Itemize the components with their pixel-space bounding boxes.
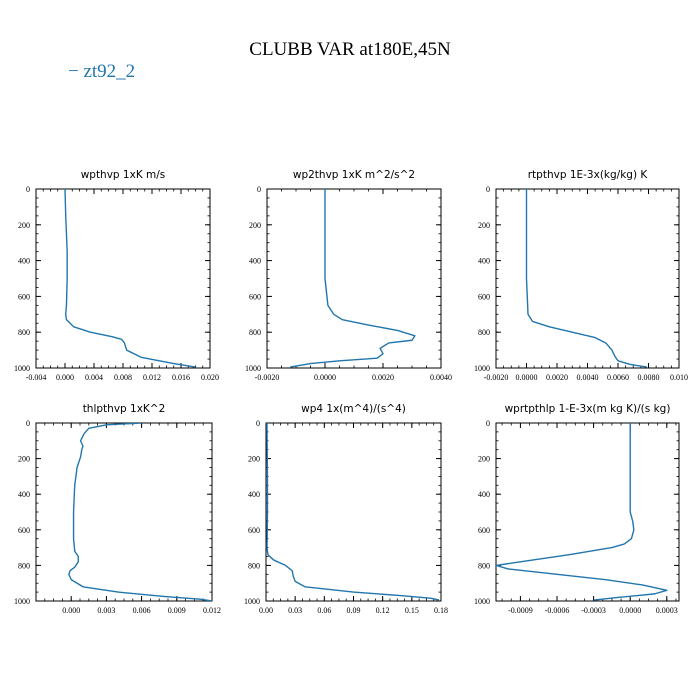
x-tick-label: 0.0000 — [516, 373, 538, 382]
y-tick-label: 400 — [478, 257, 490, 266]
y-tick-label: 600 — [18, 292, 30, 301]
x-tick-label: 0.008 — [114, 373, 132, 382]
panel-3: rtpthvp 1E-3x(kg/kg) K 0 200 400 600 800 1000-… — [474, 169, 688, 382]
panel-2: wp2thvp 1xK m^2/s^2 0 200 400 600 800 1000-0.0… — [245, 169, 452, 382]
panel-title: wp4 1x(m^4)/(s^4) — [301, 403, 406, 415]
x-tick-label: 0.03 — [288, 606, 302, 615]
y-tick-label: 200 — [18, 455, 30, 464]
y-tick-label: 0 — [26, 185, 30, 194]
y-tick-label: 400 — [18, 490, 30, 499]
y-tick-label: 400 — [248, 490, 260, 499]
x-tick-label: 0.12 — [376, 606, 390, 615]
x-tick-label: 0.18 — [434, 606, 448, 615]
series-line-zt92_2 — [525, 189, 648, 368]
series-line-zt92_2 — [290, 189, 416, 368]
x-tick-label: 0.06 — [317, 606, 331, 615]
panel-6: wprtpthlp 1-E-3x(m kg K)/(s kg) 0 200 400 60… — [474, 403, 680, 615]
y-tick-label: 800 — [18, 328, 30, 337]
x-tick-label: 0.0080 — [638, 373, 660, 382]
x-tick-label: 0.0040 — [577, 373, 599, 382]
y-tick-label: 400 — [249, 257, 261, 266]
y-tick-label: 800 — [478, 561, 490, 570]
legend-entry-label: − zt92_2 — [68, 61, 135, 82]
x-tick-label: 0.000 — [56, 373, 74, 382]
y-tick-label: 0 — [26, 419, 30, 428]
panel-title: rtpthvp 1E-3x(kg/kg) K — [528, 169, 649, 181]
panel-title: wprtpthlp 1-E-3x(m kg K)/(s kg) — [505, 403, 671, 415]
x-tick-label: -0.0006 — [545, 606, 570, 615]
x-tick-label: 0.0020 — [372, 373, 394, 382]
y-tick-label: 800 — [248, 561, 260, 570]
x-tick-label: 0.0060 — [607, 373, 629, 382]
y-tick-label: 200 — [18, 221, 30, 230]
y-tick-label: 1000 — [14, 597, 30, 606]
plot-frame — [266, 188, 442, 369]
y-tick-label: 200 — [478, 455, 490, 464]
x-tick-label: 0.0003 — [656, 606, 678, 615]
y-tick-label: 600 — [249, 292, 261, 301]
y-tick-label: 400 — [18, 257, 30, 266]
series-line-zt92_2 — [68, 423, 212, 601]
x-tick-label: 0.020 — [201, 373, 219, 382]
panel-title: wp2thvp 1xK m^2/s^2 — [293, 169, 415, 181]
series-line-zt92_2 — [64, 189, 196, 368]
y-tick-label: 1000 — [244, 597, 260, 606]
y-tick-label: 200 — [248, 455, 260, 464]
x-tick-label: 0.0000 — [619, 606, 641, 615]
x-tick-label: -0.0020 — [255, 373, 280, 382]
x-tick-label: 0.09 — [347, 606, 361, 615]
y-tick-label: 800 — [478, 328, 490, 337]
x-tick-label: 0.000 — [62, 606, 80, 615]
panel-title: thlpthvp 1xK^2 — [83, 403, 166, 415]
series-line-zt92_2 — [266, 423, 440, 601]
y-tick-label: 200 — [478, 221, 490, 230]
y-tick-label: 400 — [478, 490, 490, 499]
y-tick-label: 0 — [486, 185, 490, 194]
x-tick-label: -0.004 — [26, 373, 47, 382]
x-tick-label: 0.00 — [259, 606, 273, 615]
figure-title: CLUBB VAR at180E,45N — [249, 39, 451, 60]
x-tick-label: 0.010 — [670, 373, 688, 382]
series-line-zt92_2 — [496, 423, 668, 601]
plot-frame — [35, 422, 213, 602]
y-tick-label: 1000 — [14, 364, 30, 373]
y-tick-label: 600 — [18, 526, 30, 535]
x-tick-label: -0.0020 — [484, 373, 509, 382]
y-tick-label: 600 — [478, 292, 490, 301]
x-tick-label: 0.0000 — [314, 373, 336, 382]
x-tick-label: -0.0009 — [508, 606, 533, 615]
y-tick-label: 1000 — [474, 597, 490, 606]
y-tick-label: 0 — [257, 185, 261, 194]
x-tick-label: -0.0003 — [581, 606, 606, 615]
x-tick-label: 0.004 — [85, 373, 103, 382]
figure-legend: − zt92_2 — [68, 61, 135, 82]
y-tick-label: 800 — [249, 328, 261, 337]
y-tick-label: 0 — [256, 419, 260, 428]
panel-4: thlpthvp 1xK^2 0 200 400 600 800 1000 0.000 0.00… — [14, 403, 221, 615]
panel-1: wpthvp 1xK m/s 0 200 400 600 800 1000-0.004 0.0… — [14, 169, 219, 382]
y-tick-label: 600 — [478, 526, 490, 535]
panel-title: wpthvp 1xK m/s — [81, 169, 166, 181]
y-tick-label: 200 — [249, 221, 261, 230]
x-tick-label: 0.016 — [172, 373, 190, 382]
y-tick-label: 1000 — [245, 364, 261, 373]
x-tick-label: 0.009 — [168, 606, 186, 615]
x-tick-label: 0.006 — [133, 606, 151, 615]
plot-frame — [495, 422, 680, 602]
y-tick-label: 800 — [18, 561, 30, 570]
x-tick-label: 0.012 — [143, 373, 161, 382]
x-tick-label: 0.0020 — [546, 373, 568, 382]
x-tick-label: 0.003 — [97, 606, 115, 615]
y-tick-label: 0 — [486, 419, 490, 428]
x-tick-label: 0.012 — [203, 606, 221, 615]
x-tick-label: 0.15 — [405, 606, 419, 615]
y-tick-label: 600 — [248, 526, 260, 535]
y-tick-label: 1000 — [474, 364, 490, 373]
plot-frame — [495, 188, 680, 369]
x-tick-label: 0.0040 — [430, 373, 452, 382]
